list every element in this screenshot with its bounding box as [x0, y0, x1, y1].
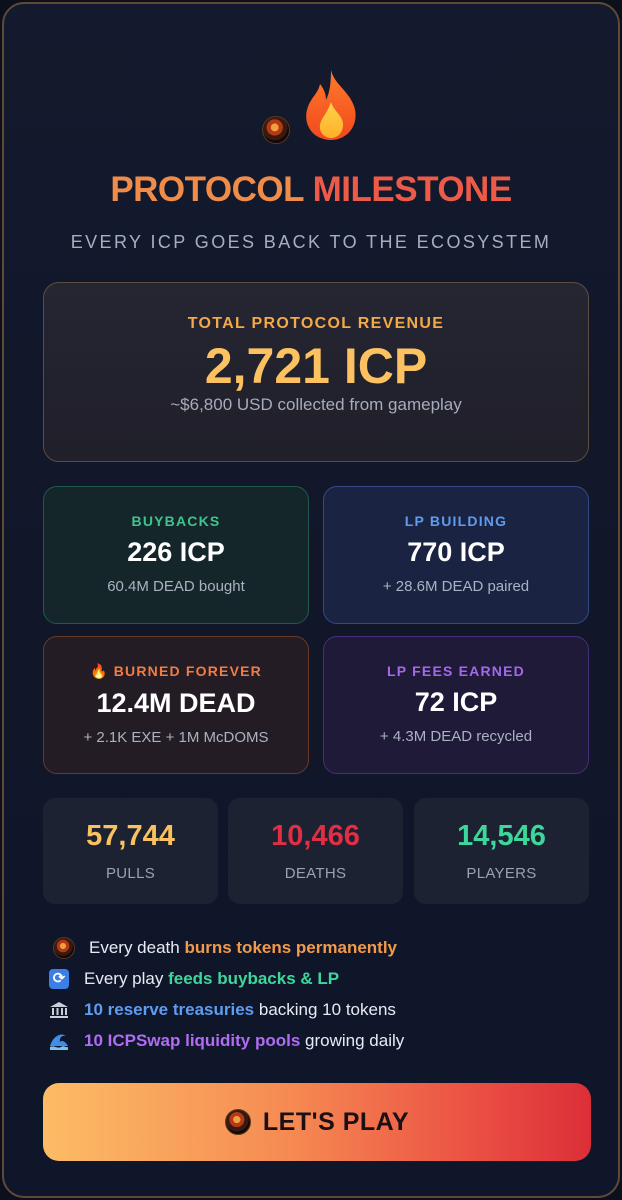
buybacks-label: BUYBACKS: [131, 513, 221, 529]
recycle-icon: ⟳: [48, 968, 70, 990]
lp-fees-note: + 4.3M DEAD recycled: [379, 728, 533, 745]
bullet-text: Every play: [84, 968, 169, 988]
bullet-text: backing 10 tokens: [254, 999, 396, 1019]
skull-icon: [224, 1109, 251, 1135]
bullet-highlight: burns tokens permanently: [184, 937, 398, 957]
page-title: PROTOCOL MILESTONE: [4, 170, 618, 210]
lp-fees-card: LP FEES EARNED 72 ICP + 4.3M DEAD recycl…: [323, 636, 589, 774]
list-item: 10 ICPSwap liquidity pools growing daily: [48, 1025, 588, 1056]
bullet-highlight: feeds buybacks & LP: [168, 968, 340, 988]
lets-play-label: LET'S PLAY: [262, 1107, 410, 1136]
bullet-text: growing daily: [300, 1030, 405, 1050]
bullet-text: Every death: [89, 937, 185, 957]
stat-players-value: 14,546: [457, 820, 546, 852]
fire-icon: [306, 70, 356, 140]
lp-building-value: 770 ICP: [407, 537, 505, 567]
burned-note: + 2.1K EXE + 1M McDOMS: [83, 729, 269, 746]
stat-pulls-label: PULLS: [105, 865, 156, 882]
lp-fees-value: 72 ICP: [414, 687, 498, 717]
list-item: Every death burns tokens permanently: [53, 932, 588, 963]
list-item: ⟳ Every play feeds buybacks & LP: [48, 963, 588, 994]
burned-value: 12.4M DEAD: [96, 688, 256, 718]
bullet-highlight: 10 ICPSwap liquidity pools: [84, 1030, 301, 1050]
buybacks-note: 60.4M DEAD bought: [107, 578, 245, 595]
title-part-milestone: MILESTONE: [312, 170, 513, 209]
stat-players: 14,546 PLAYERS: [414, 798, 589, 904]
stat-deaths-value: 10,466: [271, 820, 360, 852]
revenue-note: ~$6,800 USD collected from gameplay: [170, 395, 462, 414]
skull-icon: [53, 936, 75, 959]
buybacks-value: 226 ICP: [127, 537, 225, 567]
feature-list: Every death burns tokens permanently ⟳ E…: [48, 932, 588, 1056]
skull-logo-icon: [262, 116, 290, 144]
revenue-value: 2,721 ICP: [204, 338, 428, 394]
bank-icon: [48, 999, 70, 1021]
list-item: 10 reserve treasuries backing 10 tokens: [48, 994, 588, 1025]
stat-pulls-value: 57,744: [86, 820, 175, 852]
header-logos: [4, 68, 618, 148]
revenue-panel: TOTAL PROTOCOL REVENUE 2,721 ICP ~$6,800…: [43, 282, 589, 462]
page-subtitle: EVERY ICP GOES BACK TO THE ECOSYSTEM: [70, 232, 552, 252]
burned-card: 🔥 BURNED FOREVER 12.4M DEAD + 2.1K EXE +…: [43, 636, 309, 774]
lp-building-note: + 28.6M DEAD paired: [382, 578, 530, 595]
bullet-highlight: 10 reserve treasuries: [84, 999, 255, 1019]
buybacks-card: BUYBACKS 226 ICP 60.4M DEAD bought: [43, 486, 309, 624]
title-part-protocol: PROTOCOL: [110, 170, 304, 209]
burned-label: 🔥 BURNED FOREVER: [90, 663, 262, 679]
stat-deaths: 10,466 DEATHS: [228, 798, 403, 904]
lp-fees-label: LP FEES EARNED: [387, 663, 525, 679]
stat-players-label: PLAYERS: [466, 865, 537, 882]
lp-building-label: LP BUILDING: [404, 513, 508, 529]
stat-deaths-label: DEATHS: [284, 865, 347, 882]
stat-pulls: 57,744 PULLS: [43, 798, 218, 904]
revenue-label: TOTAL PROTOCOL REVENUE: [187, 315, 445, 332]
lets-play-button[interactable]: LET'S PLAY: [43, 1083, 591, 1161]
wave-icon: [48, 1030, 70, 1052]
lp-building-card: LP BUILDING 770 ICP + 28.6M DEAD paired: [323, 486, 589, 624]
